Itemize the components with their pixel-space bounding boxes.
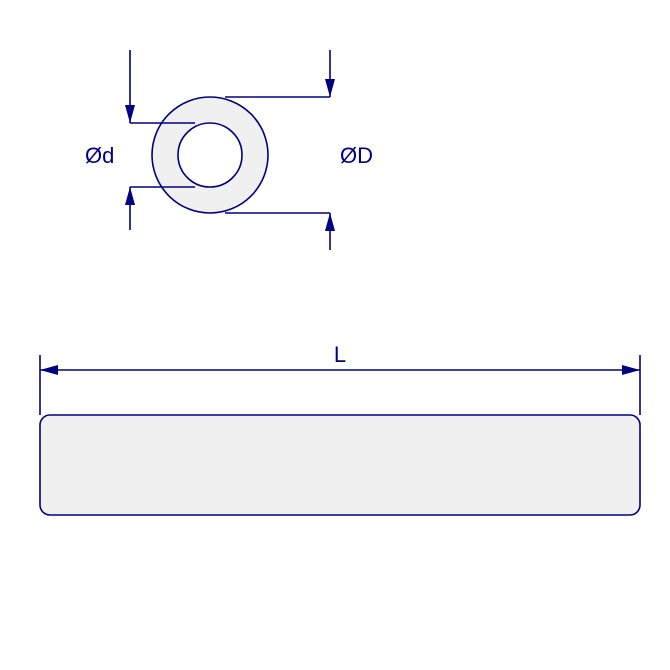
dimension-arrowhead <box>125 105 135 123</box>
dimension-arrowhead <box>622 365 640 375</box>
label-outer-diameter: ØD <box>340 143 373 168</box>
tube-inner-circle <box>178 123 242 187</box>
dimension-arrowhead <box>325 213 335 231</box>
label-length: L <box>334 342 346 367</box>
engineering-drawing: Ød ØD L <box>0 0 670 670</box>
dimension-arrowhead <box>40 365 58 375</box>
dimension-arrowhead <box>125 187 135 205</box>
tube-side-view <box>40 415 640 515</box>
label-inner-diameter: Ød <box>85 143 114 168</box>
dimension-arrowhead <box>325 79 335 97</box>
